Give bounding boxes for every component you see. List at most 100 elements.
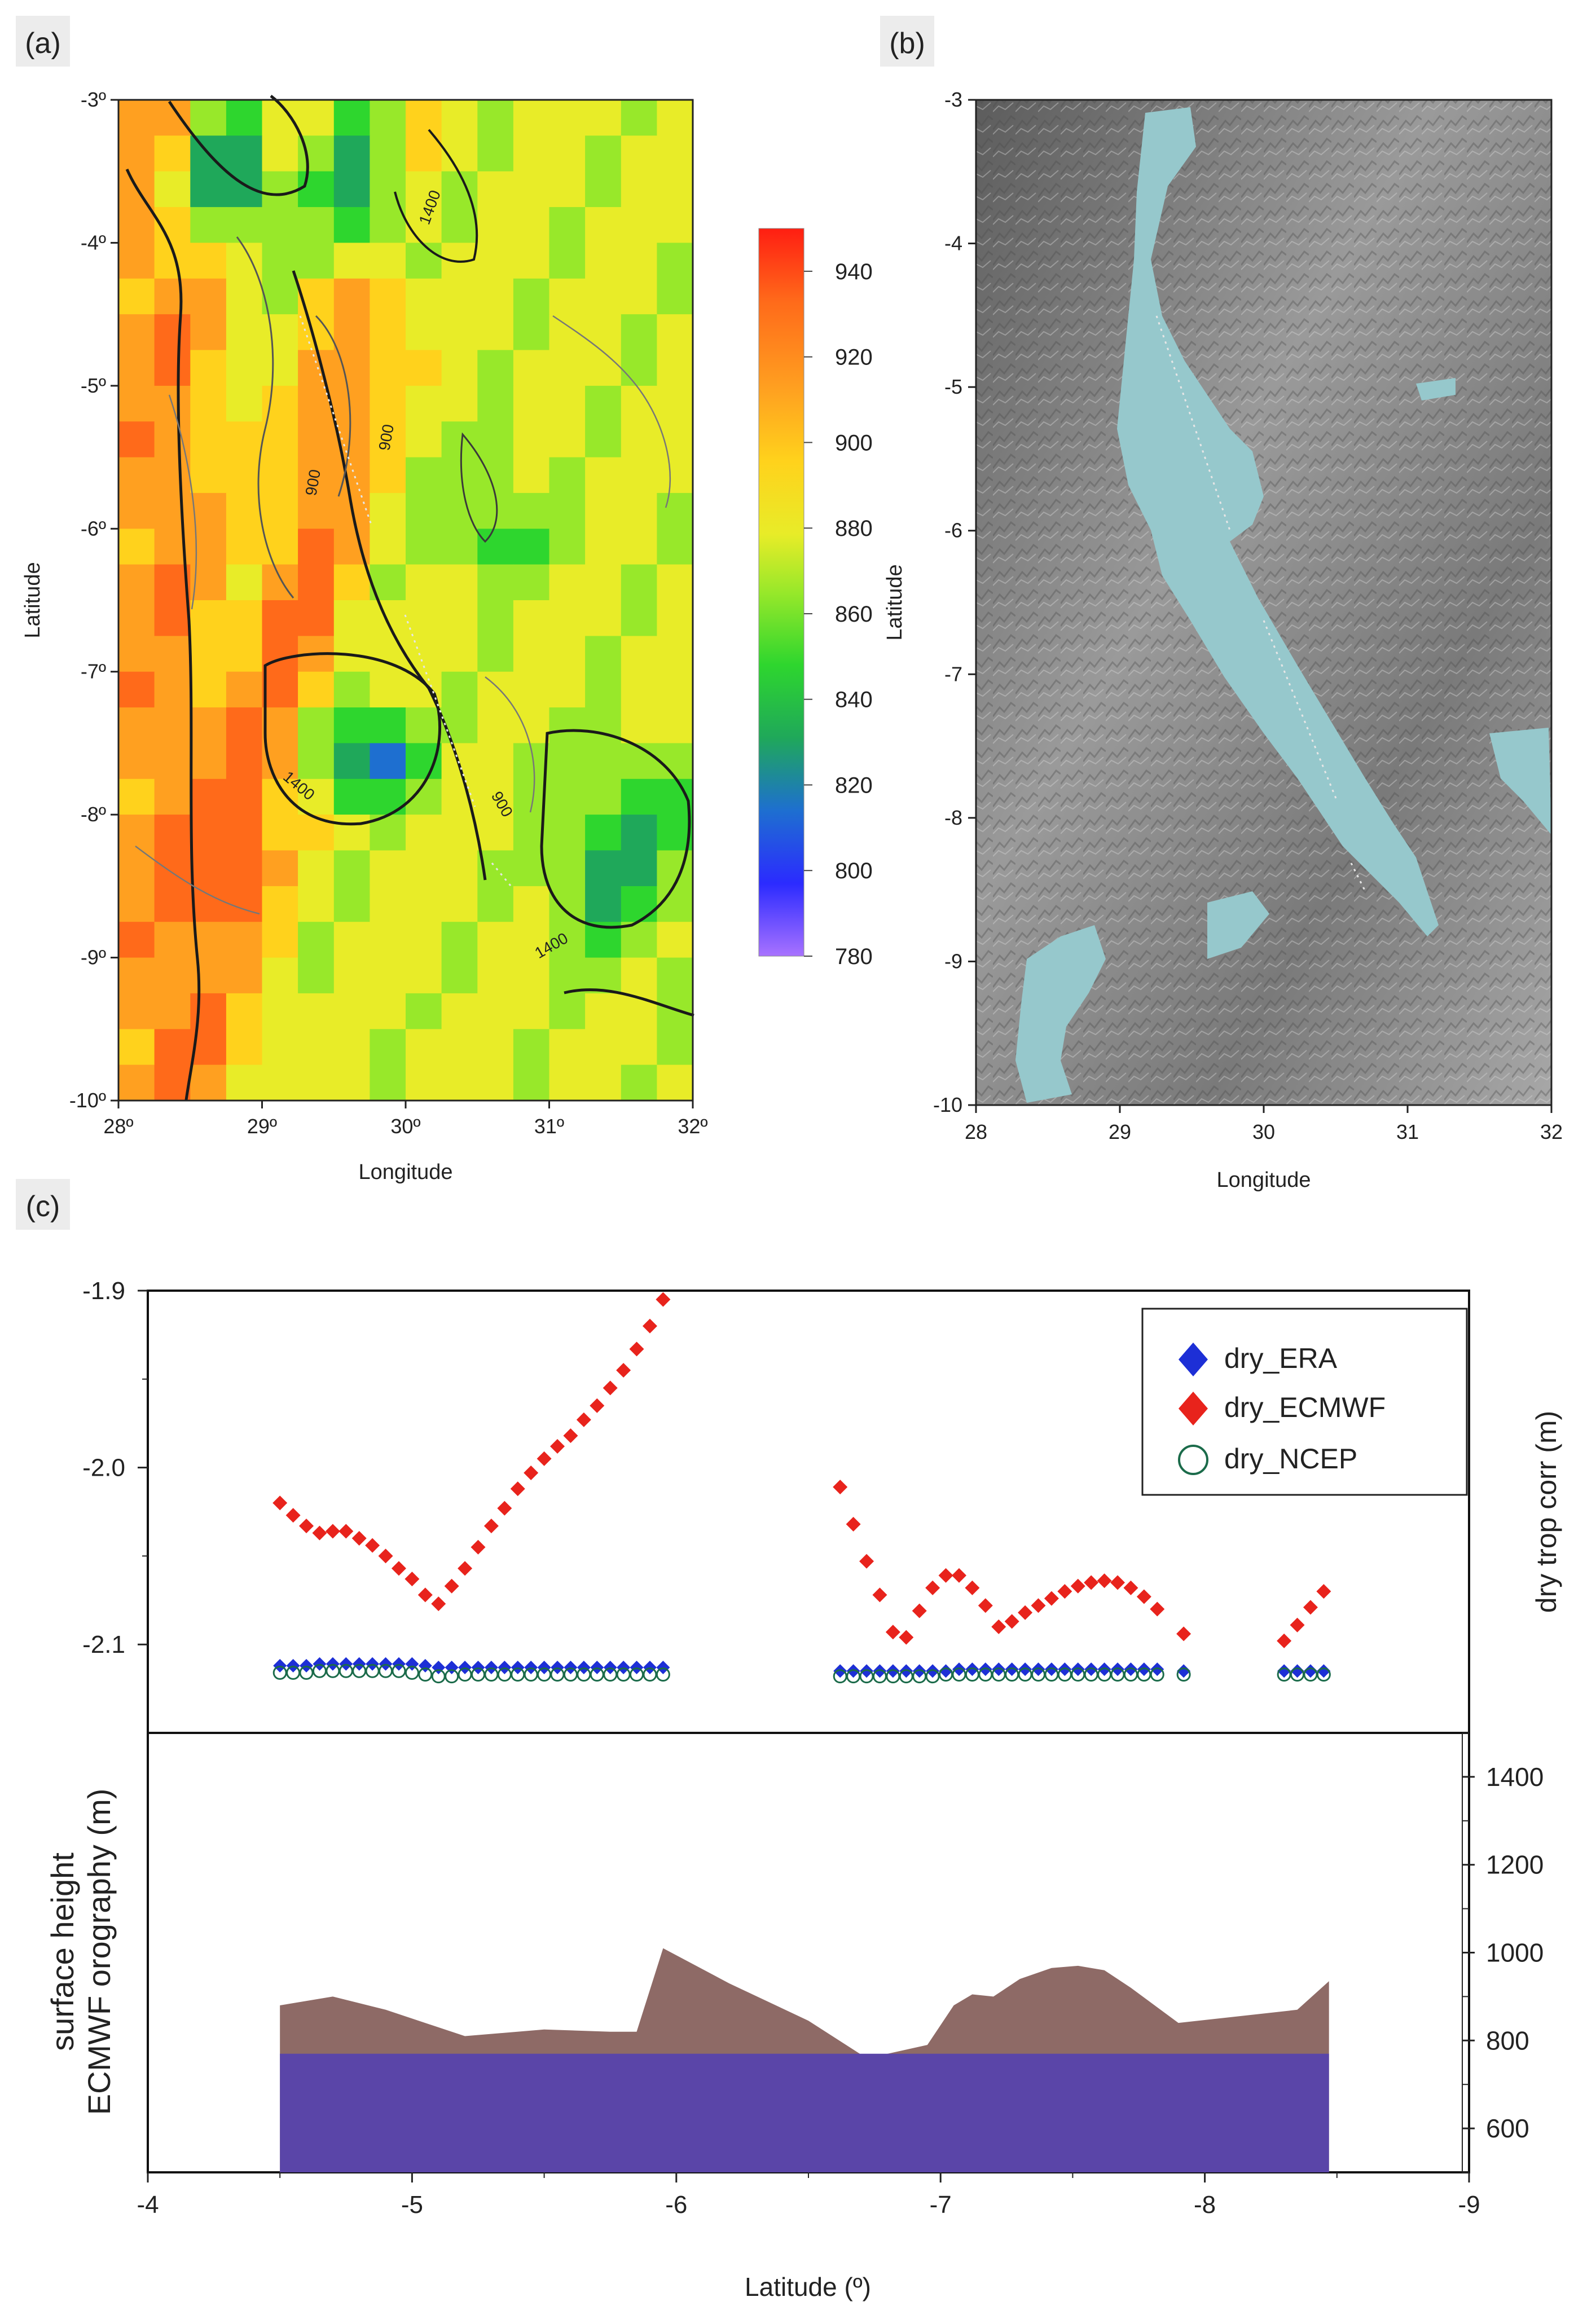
colorbar-tick-label: 900 [835,430,873,455]
heatmap-cell [226,386,262,422]
heatmap-cell [155,279,191,315]
heatmap-cell [657,100,693,136]
point-dry-era [1084,1662,1098,1676]
point-dry-era [926,1664,939,1678]
point-dry-ecmwf [872,1587,887,1602]
point-dry-era [300,1659,313,1673]
point-dry-ecmwf [643,1319,657,1334]
y-tick-label: -5º [81,374,106,397]
heatmap-cell [442,636,478,672]
heatmap-cell [118,815,155,851]
colorbar-tick-label: 800 [835,859,873,883]
heatmap-cell [406,815,442,851]
heatmap-cell [585,279,621,315]
heatmap-cell [226,851,262,887]
point-dry-ecmwf [379,1548,393,1563]
heatmap-cell [657,493,693,529]
heatmap-cell [298,707,334,743]
x-tick-label: 28º [103,1115,133,1138]
x-tick-label: 32º [678,1115,707,1138]
heatmap-cell [477,314,513,350]
heatmap-cell [190,279,226,315]
heatmap-cell [370,100,406,136]
heatmap-cell [262,851,298,887]
heatmap-cell [298,743,334,779]
point-dry-era [472,1661,485,1674]
heatmap-cell [621,279,657,315]
point-dry-ecmwf [272,1495,287,1510]
heatmap-cell [155,171,191,208]
heatmap-cell [190,958,226,994]
heatmap-cell [549,529,586,565]
heatmap-cell [370,135,406,171]
heatmap-cell [334,672,370,708]
point-dry-ecmwf [577,1412,591,1427]
heatmap-cell [118,993,155,1029]
heatmap-cell [585,886,621,922]
heatmap-cell [657,851,693,887]
heatmap-cell [442,993,478,1029]
panel-c: -4 -5 -6 -7 -8 -9-1.9-2.0-2.11400120010008006… [45,1277,1562,2302]
heatmap-cell [334,922,370,958]
y-tick-label: -10º [69,1089,106,1112]
heatmap-cell [513,636,549,672]
heatmap-cell [262,886,298,922]
heatmap-cell [657,743,693,779]
heatmap-cell [513,421,549,457]
heatmap-cell [477,421,513,457]
heatmap-cell [298,600,334,636]
point-dry-ecmwf [484,1519,499,1533]
point-dry-era [1058,1662,1071,1676]
x-tick-label: -9 [1458,2191,1480,2219]
ylabel-b: Latitude [883,564,907,640]
heatmap-cell [262,1065,298,1101]
heatmap-cell [442,851,478,887]
colorbar-tick-label: 880 [835,516,873,541]
heatmap-cell [442,207,478,243]
point-dry-era [873,1664,886,1678]
heatmap-cell [657,636,693,672]
point-dry-ecmwf [1137,1590,1151,1604]
heatmap-cell [585,243,621,279]
heatmap-cell [585,815,621,851]
heatmap-cell [190,171,226,208]
heatmap-cell [585,779,621,815]
colorbar-tick-label: 920 [835,345,873,370]
heatmap-cell [334,779,370,815]
heatmap-cell [585,350,621,386]
heatmap-cell [657,135,693,171]
heatmap-cell [477,743,513,779]
heatmap-cell [549,171,586,208]
heatmap-cell [513,1065,549,1101]
heatmap-cell [334,314,370,350]
heatmap-cell [477,922,513,958]
heatmap-cell [406,314,442,350]
legend-label-dry-ncep: dry_NCEP [1224,1443,1357,1475]
heatmap-cell [334,851,370,887]
heatmap-cell [657,922,693,958]
heatmap-cell [442,600,478,636]
heatmap-cell [334,707,370,743]
heatmap-cell [370,993,406,1029]
heatmap-cell [190,636,226,672]
heatmap-cell [442,457,478,494]
point-dry-era [524,1661,538,1674]
heatmap-cell [406,100,442,136]
heatmap-cell [155,135,191,171]
heatmap-cell [262,135,298,171]
heatmap-cell [190,386,226,422]
heatmap-cell [226,779,262,815]
heatmap-cell [513,207,549,243]
heatmap-cell [298,279,334,315]
heatmap-cell [406,707,442,743]
point-dry-ecmwf [590,1398,604,1413]
point-dry-ecmwf [912,1604,927,1618]
heatmap-cell [190,993,226,1029]
heatmap-cell [513,529,549,565]
heatmap-cell [442,886,478,922]
heatmap-cell [118,1029,155,1065]
heatmap-cell [334,815,370,851]
point-dry-ecmwf [1018,1605,1032,1620]
heatmap-cell [621,1029,657,1065]
point-dry-era [1137,1662,1151,1676]
